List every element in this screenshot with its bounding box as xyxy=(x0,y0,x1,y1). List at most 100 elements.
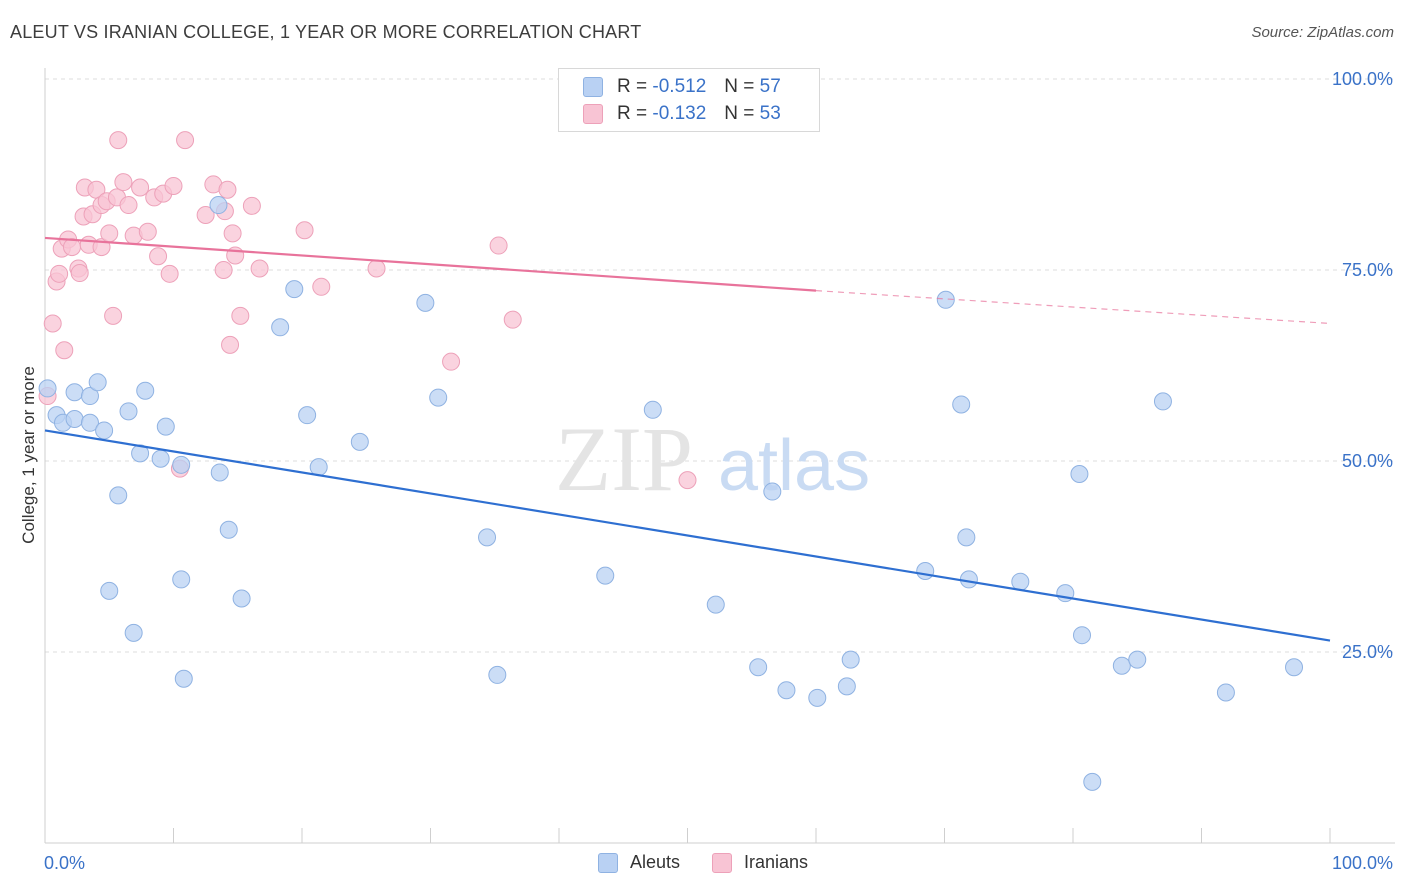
aleut-point xyxy=(109,486,128,505)
n-label: N = xyxy=(724,76,755,97)
iranian-point xyxy=(55,341,74,360)
aleut-point xyxy=(285,280,304,299)
aleut-point xyxy=(1285,658,1304,677)
iranian-point xyxy=(367,259,386,278)
aleut-point xyxy=(706,595,725,614)
chart-title: ALEUT VS IRANIAN COLLEGE, 1 YEAR OR MORE… xyxy=(10,22,642,42)
aleut-point xyxy=(298,406,317,425)
aleut-point xyxy=(488,665,507,684)
aleut-point xyxy=(136,381,155,400)
iranian-point xyxy=(231,306,250,325)
iranian-point xyxy=(109,131,128,150)
aleut-point xyxy=(38,379,57,398)
aleut-point xyxy=(952,395,971,414)
n-value: 53 xyxy=(759,103,781,124)
aleut-point xyxy=(808,688,827,707)
iranian-point xyxy=(223,224,242,243)
iranian-point xyxy=(160,264,179,283)
iranian-point xyxy=(114,173,133,192)
aleut-point xyxy=(80,413,99,432)
iranian-trend-line xyxy=(44,236,817,292)
r-value: -0.512 xyxy=(652,76,707,97)
aleut-point xyxy=(841,650,860,669)
iranian-point xyxy=(250,259,269,278)
x-tick-label: 100.0% xyxy=(1332,853,1393,873)
aleut-point xyxy=(65,383,84,402)
aleut-point xyxy=(936,290,955,309)
n-value: 57 xyxy=(759,76,781,97)
iranian-point xyxy=(104,306,123,325)
aleut-point xyxy=(210,463,229,482)
aleut-point xyxy=(1112,656,1131,675)
aleut-point xyxy=(350,432,369,451)
y-tick-label: 50.0% xyxy=(1342,451,1393,471)
aleut-point xyxy=(1216,683,1235,702)
aleut-point xyxy=(749,658,768,677)
watermark: ZIP atlas xyxy=(555,408,870,510)
iranian-point xyxy=(221,335,240,354)
aleut-point xyxy=(131,444,150,463)
iranian-point xyxy=(149,247,168,266)
aleut-point xyxy=(174,669,193,688)
aleut-point xyxy=(119,402,138,421)
aleut-point xyxy=(95,421,114,440)
watermark-zip: ZIP xyxy=(555,408,693,510)
aleut-point xyxy=(1072,626,1091,645)
x-tick-label: 0.0% xyxy=(44,853,85,873)
iranian-point xyxy=(503,310,522,329)
aleut-point xyxy=(643,400,662,419)
iranian-point xyxy=(70,264,89,283)
aleut-point xyxy=(124,623,143,642)
aleut-point xyxy=(172,455,191,474)
aleut-point xyxy=(156,417,175,436)
aleut-points xyxy=(38,196,1304,791)
r-label: R = xyxy=(617,76,648,97)
iranian-point xyxy=(176,131,195,150)
aleut-point xyxy=(232,589,251,608)
aleut-point xyxy=(209,196,228,215)
aleut-point xyxy=(271,318,290,337)
aleut-point xyxy=(151,449,170,468)
aleut-point xyxy=(596,566,615,585)
aleut-point xyxy=(478,528,497,547)
iranian-point xyxy=(489,236,508,255)
aleut-point xyxy=(309,458,328,477)
aleut-swatch xyxy=(597,852,618,873)
iranian-point xyxy=(50,264,69,283)
aleut-point xyxy=(172,570,191,589)
legend-item-iranians[interactable]: Iranians xyxy=(711,852,809,873)
iranian-point xyxy=(442,352,461,371)
iranian-point xyxy=(131,178,150,197)
aleut-point xyxy=(80,387,99,406)
gridlines xyxy=(45,78,1395,653)
aleut-point xyxy=(1011,572,1030,591)
source-label: Source: ZipAtlas.com xyxy=(1251,24,1394,41)
iranian-point xyxy=(196,205,215,224)
axes xyxy=(44,68,1395,844)
iranian-point xyxy=(214,261,233,279)
aleut-point xyxy=(416,293,435,312)
iranian-point xyxy=(295,221,314,240)
legend-label-iranians: Iranians xyxy=(743,852,809,872)
y-tick-label: 75.0% xyxy=(1342,260,1393,280)
iranian-point xyxy=(119,196,138,215)
aleut-point xyxy=(777,681,796,700)
aleut-point xyxy=(916,562,935,581)
legend-row-iranians: R = -0.132 N = 53 xyxy=(583,101,781,127)
aleut-point xyxy=(429,388,448,407)
aleut-point xyxy=(1083,772,1102,791)
watermark-atlas: atlas xyxy=(718,426,870,506)
legend-row-aleuts: R = -0.512 N = 57 xyxy=(583,74,781,100)
aleut-point xyxy=(763,482,782,501)
aleut-point xyxy=(1128,650,1147,669)
aleut-point xyxy=(88,373,107,392)
legend-item-aleuts[interactable]: Aleuts xyxy=(597,852,680,873)
legend-label-aleuts: Aleuts xyxy=(629,852,680,872)
iranian-trend-extension xyxy=(815,290,1331,325)
aleut-trend-line xyxy=(44,429,1331,642)
y-tick-label: 100.0% xyxy=(1332,69,1393,89)
iranian-point xyxy=(242,196,261,215)
iranian-point xyxy=(43,314,62,333)
y-axis-label: College, 1 year or more xyxy=(19,366,38,544)
